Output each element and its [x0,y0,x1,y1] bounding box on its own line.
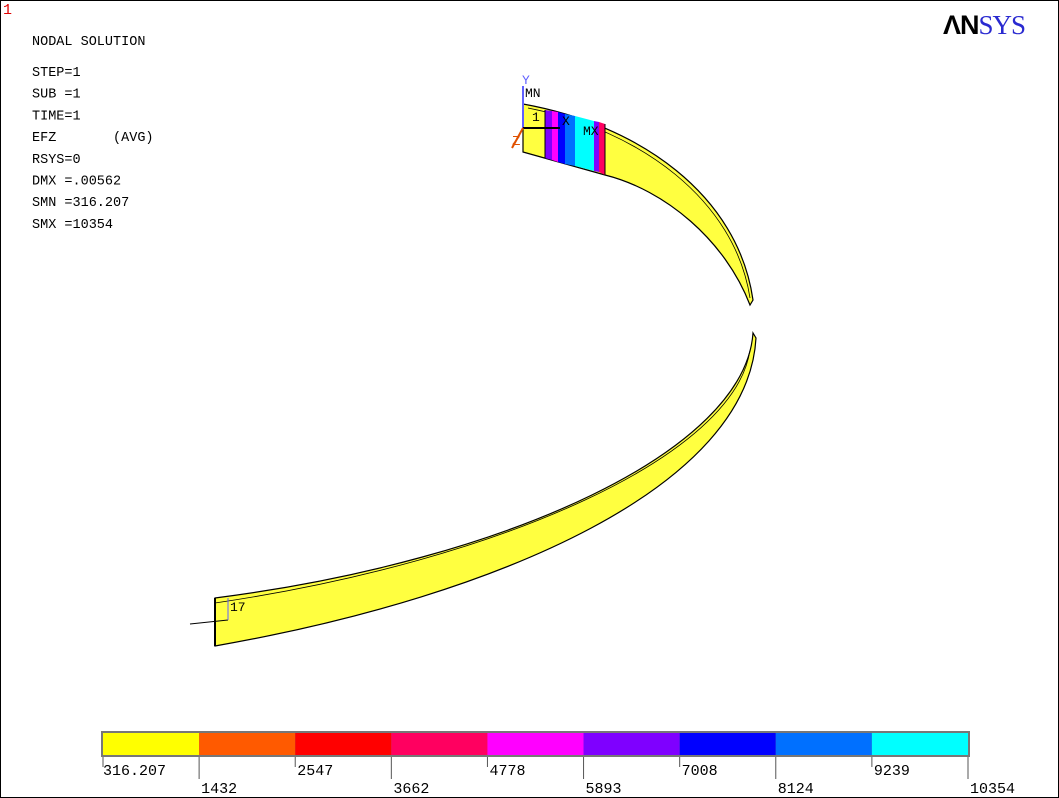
legend-label: 9239 [874,763,910,780]
legend-label: 5893 [586,781,622,798]
legend-label: 2547 [297,763,333,780]
logo-bold: ΛN [943,10,979,40]
min-label: MN [525,86,541,101]
legend-swatch [872,733,968,755]
axis-label: X [562,114,570,129]
info-line: RSYS=0 [32,153,81,168]
info-line: SMX =10354 [32,218,113,233]
info-line: EFZ (AVG) [32,131,154,146]
legend-label: 3662 [393,781,429,798]
legend-swatch [199,733,295,755]
node-label: 17 [230,600,246,615]
legend-label: 8124 [778,781,814,798]
legend-label: 4778 [489,763,525,780]
legend-swatch [584,733,680,755]
info-line: TIME=1 [32,109,81,124]
legend-label: 316.207 [103,763,166,780]
legend-swatch [776,733,872,755]
info-title: NODAL SOLUTION [32,35,145,50]
legend-swatch [391,733,487,755]
legend-swatch [487,733,583,755]
info-line: SUB =1 [32,88,81,103]
legend-swatch [103,733,199,755]
legend-label: 10354 [970,781,1015,798]
window-number: 1 [3,2,12,19]
logo: ΛNSYS [943,10,1025,40]
info-line: STEP=1 [32,66,81,81]
legend-swatch [680,733,776,755]
ansys-graphics-window: 1 ΛNSYS NODAL SOLUTION STEP=1 SUB =1 TIME=… [0,0,1059,798]
max-label: MX [583,124,599,139]
legend-label: 1432 [201,781,237,798]
legend-swatch [295,733,391,755]
legend-label: 7008 [682,763,718,780]
info-line: SMN =316.207 [32,196,129,211]
info-line: DMX =.00562 [32,175,121,190]
logo-rest: SYS [979,10,1026,40]
node-label: 1 [532,110,540,125]
axis-label: Z [512,134,520,150]
